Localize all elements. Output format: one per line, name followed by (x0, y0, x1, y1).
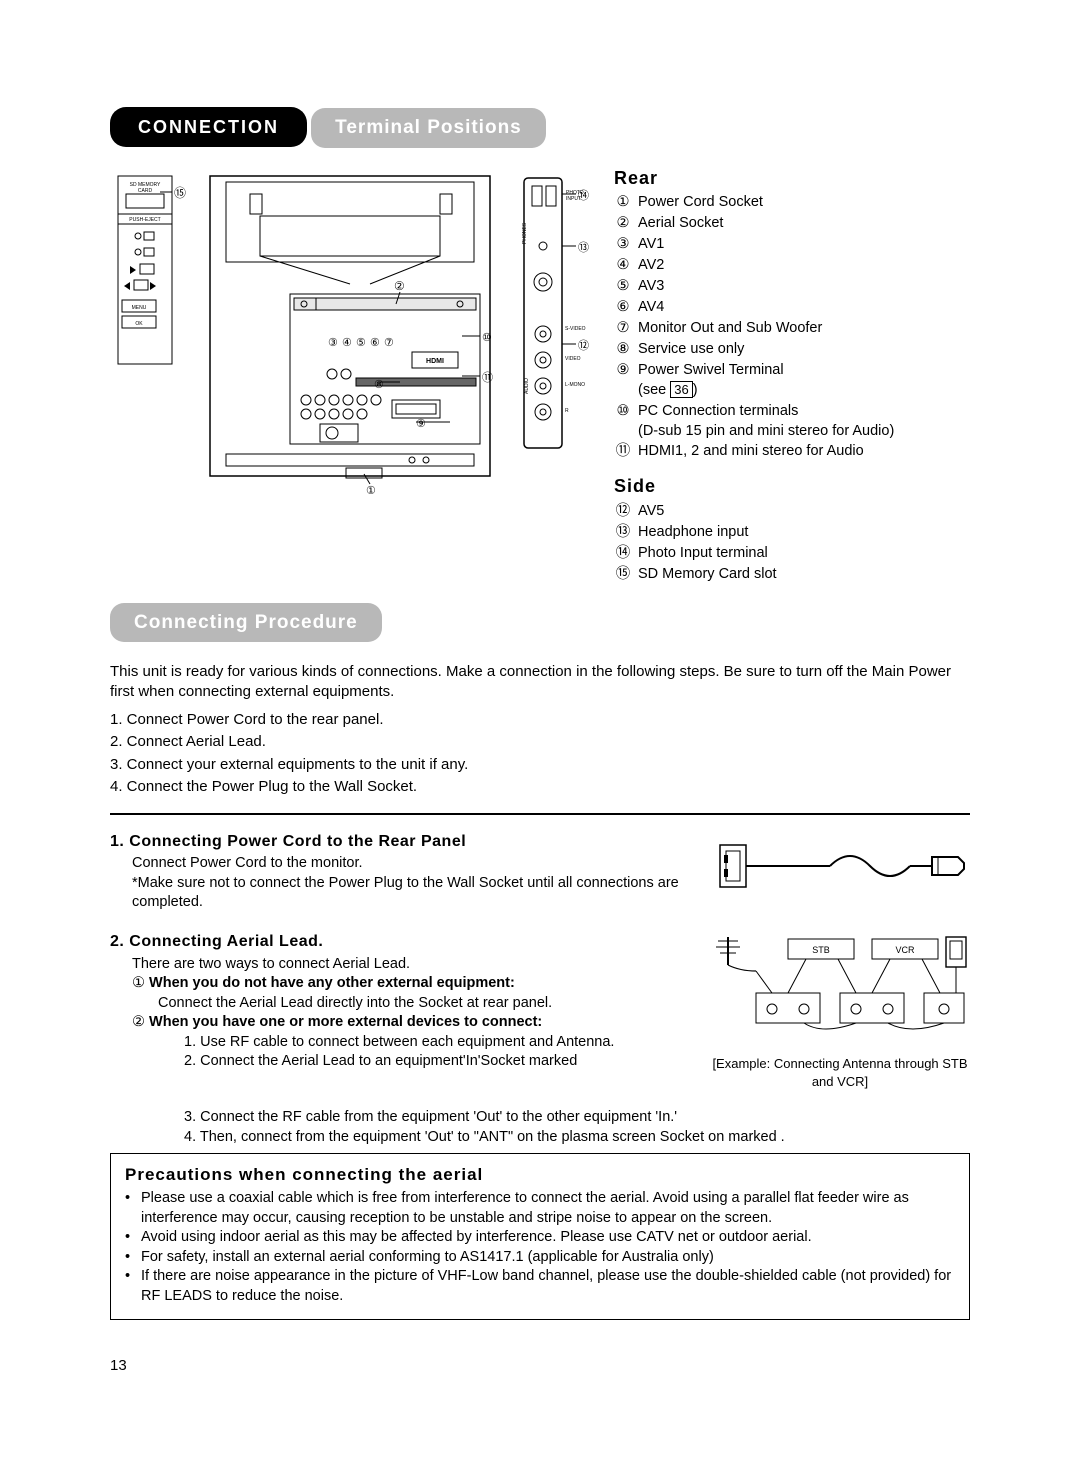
svg-text:MENU: MENU (132, 305, 147, 311)
svg-text:③: ③ (328, 337, 338, 349)
divider (110, 813, 970, 815)
rear-item: ④AV2 (614, 255, 970, 276)
procedure-intro: This unit is ready for various kinds of … (110, 662, 970, 703)
side-item: ⑮SD Memory Card slot (614, 564, 970, 585)
svg-text:OK: OK (135, 321, 143, 327)
svg-text:⑮: ⑮ (174, 186, 186, 200)
step-2-b: ② When you have one or more external dev… (132, 1013, 690, 1033)
step-2-a-body: Connect the Aerial Lead directly into th… (158, 994, 690, 1014)
page-number: 13 (110, 1356, 970, 1376)
terminal-positions-row: SD MEMORY CARD PUSH-EJECT MENU OK (110, 164, 970, 585)
step-2-title: 2. Connecting Aerial Lead. (110, 931, 690, 953)
sd-label-2: CARD (138, 188, 153, 194)
svg-text:⑬: ⑬ (578, 241, 589, 254)
rear-item: ③AV1 (614, 234, 970, 255)
rear-item: ②Aerial Socket (614, 213, 970, 234)
antenna-chain-illustration: STB VCR (710, 931, 970, 1090)
precautions-box: Precautions when connecting the aerial •… (110, 1153, 970, 1319)
svg-text:④: ④ (342, 337, 352, 349)
step-2-b-item: 3. Connect the RF cable from the equipme… (184, 1108, 970, 1128)
svg-text:⑩: ⑩ (482, 332, 492, 344)
side-item: ⑭Photo Input terminal (614, 543, 970, 564)
svg-text:⑦: ⑦ (384, 337, 394, 349)
svg-text:STB: STB (812, 945, 830, 955)
list-item: 3. Connect your external equipments to t… (110, 754, 970, 777)
terminal-positions-heading: Terminal Positions (311, 108, 546, 148)
hdmi-label: HDMI (426, 358, 444, 365)
rear-item: ⑨Power Swivel Terminal (614, 360, 970, 381)
side-item: ⑫AV5 (614, 501, 970, 522)
step-1: 1. Connecting Power Cord to the Rear Pan… (110, 831, 970, 913)
rear-item-sub: (see 36) (638, 381, 970, 401)
svg-text:L-MONO: L-MONO (565, 382, 585, 388)
step-2: 2. Connecting Aerial Lead. There are two… (110, 931, 970, 1090)
rear-item-sub: (D-sub 15 pin and mini stereo for Audio) (638, 422, 970, 442)
step-2-b-item: 1. Use RF cable to connect between each … (184, 1033, 690, 1053)
precaution-bullet: •Please use a coaxial cable which is fre… (125, 1189, 955, 1228)
svg-text:PHONES: PHONES (522, 222, 528, 244)
rear-item: ⑩PC Connection terminals (614, 401, 970, 422)
connection-badge: CONNECTION (110, 107, 307, 147)
svg-text:⑪: ⑪ (482, 371, 493, 384)
antenna-chain-caption: [Example: Connecting Antenna through STB… (710, 1055, 970, 1090)
page-ref: 36 (670, 381, 692, 398)
terminal-diagram: SD MEMORY CARD PUSH-EJECT MENU OK (110, 164, 590, 494)
rear-item: ①Power Cord Socket (614, 192, 970, 213)
precaution-bullet: •For safety, install an external aerial … (125, 1248, 955, 1268)
rear-item: ⑤AV3 (614, 276, 970, 297)
svg-text:⑧: ⑧ (374, 379, 384, 391)
rear-item: ⑧Service use only (614, 339, 970, 360)
svg-text:⑤: ⑤ (356, 337, 366, 349)
svg-text:S-VIDEO: S-VIDEO (565, 326, 586, 332)
precautions-title: Precautions when connecting the aerial (125, 1164, 955, 1187)
list-item: 1. Connect Power Cord to the rear panel. (110, 709, 970, 732)
power-cord-illustration (710, 831, 970, 913)
connecting-procedure-heading: Connecting Procedure (110, 603, 382, 643)
step-2-b-item: 2. Connect the Aerial Lead to an equipme… (184, 1052, 690, 1072)
svg-text:②: ② (394, 279, 405, 293)
procedure-steps-list: 1. Connect Power Cord to the rear panel.… (110, 709, 970, 799)
terminal-legend: Rear ①Power Cord Socket ②Aerial Socket ③… (614, 164, 970, 585)
svg-text:⑨: ⑨ (416, 418, 426, 430)
step-2-continued: 3. Connect the RF cable from the equipme… (184, 1108, 970, 1147)
push-eject-label: PUSH-EJECT (129, 217, 160, 223)
svg-text:VCR: VCR (895, 945, 915, 955)
list-item: 4. Connect the Power Plug to the Wall So… (110, 776, 970, 799)
svg-text:⑫: ⑫ (578, 339, 589, 352)
side-heading: Side (614, 474, 970, 498)
rear-item: ⑦Monitor Out and Sub Woofer (614, 318, 970, 339)
step-1-title: 1. Connecting Power Cord to the Rear Pan… (110, 831, 690, 853)
precaution-bullet: •Avoid using indoor aerial as this may b… (125, 1228, 955, 1248)
svg-text:VIDEO: VIDEO (565, 356, 581, 362)
rear-item: ⑥AV4 (614, 297, 970, 318)
svg-text:⑭: ⑭ (578, 189, 589, 202)
step-1-line: *Make sure not to connect the Power Plug… (132, 874, 690, 913)
step-1-line: Connect Power Cord to the monitor. (132, 854, 690, 874)
rear-heading: Rear (614, 166, 970, 190)
list-item: 2. Connect Aerial Lead. (110, 731, 970, 754)
step-2-a: ① When you do not have any other externa… (132, 974, 690, 994)
svg-text:R: R (565, 408, 569, 414)
step-2-line: There are two ways to connect Aerial Lea… (132, 955, 690, 975)
svg-text:⑥: ⑥ (370, 337, 380, 349)
step-2-b-item: 4. Then, connect from the equipment 'Out… (184, 1128, 970, 1148)
side-item: ⑬Headphone input (614, 522, 970, 543)
precaution-bullet: •If there are noise appearance in the pi… (125, 1267, 955, 1306)
rear-item: ⑪HDMI1, 2 and mini stereo for Audio (614, 441, 970, 462)
svg-text:①: ① (366, 485, 376, 494)
svg-text:AUDIO: AUDIO (524, 378, 530, 394)
